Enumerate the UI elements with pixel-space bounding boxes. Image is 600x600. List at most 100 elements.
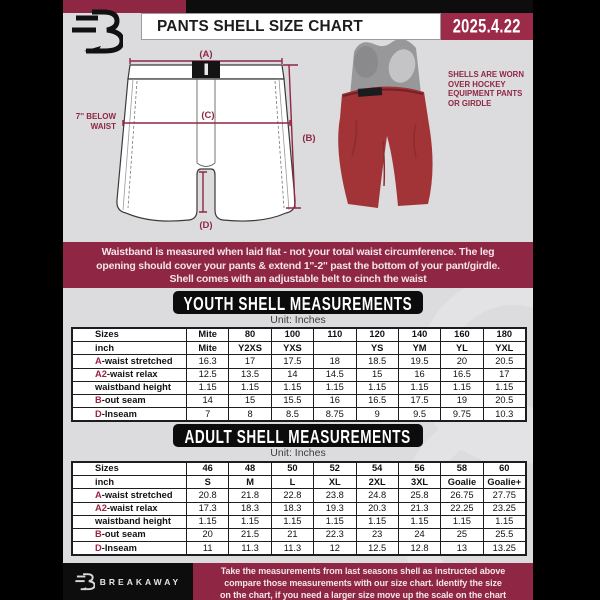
row-label: D-Inseam: [72, 407, 187, 422]
measurement-cell: 160: [440, 327, 484, 343]
measurement-cell: 15.5: [270, 393, 315, 409]
measurement-cell: 1.15: [313, 514, 357, 529]
measurement-cell: 20.5: [482, 393, 527, 409]
measurement-cell: 21.5: [228, 527, 272, 543]
measurement-cell: 13: [440, 541, 484, 556]
measurement-cell: Y2XS: [228, 341, 272, 356]
youth-measurements-table: Sizes Mite 80 100 110 120 140 160 180 inch Mite Y2X…: [72, 327, 527, 422]
measurement-cell: 12.5: [355, 541, 399, 556]
measurement-cell: 17: [482, 367, 527, 382]
measurement-cell: 1.15: [397, 514, 442, 529]
measurement-cell: 8.75: [313, 407, 357, 422]
photo-caption: SHELLS ARE WORN OVER HOCKEY EQUIPMENT PA…: [448, 70, 524, 108]
measurement-cell: 110: [313, 327, 357, 343]
row-label: inch: [72, 475, 187, 490]
measurement-cell: 1.15: [228, 380, 272, 395]
measurement-cell: 16.5: [440, 367, 484, 382]
adult-section-heading: ADULT SHELL MEASUREMENTS: [173, 424, 423, 447]
row-label: D-Inseam: [72, 541, 187, 556]
measurement-cell: 1.15: [440, 380, 484, 395]
measurement-cell: 7: [185, 407, 230, 422]
page-title-box: PANTS SHELL SIZE CHART: [141, 13, 441, 40]
measurement-cell: 19.3: [313, 501, 357, 516]
measurement-notice-banner: Waistband is measured when laid flat - n…: [63, 242, 533, 288]
footer-instructions: Take the measurements from last seasons …: [193, 563, 533, 600]
measurement-cell: 23.25: [482, 501, 527, 516]
measurement-cell: 1.15: [355, 380, 399, 395]
measurement-cell: 25: [440, 527, 484, 543]
measurement-cell: 100: [270, 327, 315, 343]
measurement-cell: 2XL: [355, 475, 399, 490]
measurement-cell: 22.3: [313, 527, 357, 543]
measurement-cell: 48: [228, 461, 272, 477]
row-label: A2-waist relax: [72, 501, 187, 516]
measurement-cell: 17.5: [397, 393, 442, 409]
measurement-cell: 8.5: [270, 407, 315, 422]
measurement-cell: S: [185, 475, 230, 490]
measurement-cell: Mite: [185, 341, 230, 356]
row-label: A-waist stretched: [72, 354, 187, 369]
measurement-cell: YS: [355, 341, 399, 356]
measurement-cell: 20.8: [185, 488, 230, 503]
measurement-cell: 25.5: [482, 527, 527, 543]
table-row: A2-waist relax 12.5 13.5 14 14.5 15 16 16.5 17: [72, 367, 527, 382]
measurement-cell: 54: [355, 461, 399, 477]
measurement-cell: 17.5: [270, 354, 315, 369]
date-text: 2025.4.22: [452, 15, 522, 38]
measurement-cell: 23.8: [313, 488, 357, 503]
measurement-cell: 1.15: [482, 514, 527, 529]
measurement-cell: L: [270, 475, 315, 490]
measurement-cell: 1.15: [185, 380, 230, 395]
measurement-cell: 18.3: [228, 501, 272, 516]
measurement-cell: YL: [440, 341, 484, 356]
measurement-cell: 24.8: [355, 488, 399, 503]
measurement-cell: 13.5: [228, 367, 272, 382]
row-label: waistband height: [72, 514, 187, 529]
measurement-cell: YXS: [270, 341, 315, 356]
adult-unit-label: Unit: Inches: [270, 447, 326, 459]
table-row: A-waist stretched 20.8 21.8 22.8 23.8 24.8 25.…: [72, 488, 527, 503]
measurement-cell: 16: [397, 367, 442, 382]
measurement-cell: 26.75: [440, 488, 484, 503]
youth-table-wrap: Sizes Mite 80 100 110 120 140 160 180 inch Mite Y2X…: [71, 327, 527, 423]
measurement-cell: 18: [313, 354, 357, 369]
below-waist-note: 7'' BELOW WAIST: [75, 112, 116, 131]
measure-label-b: (B): [302, 133, 315, 144]
measurement-cell: 22.8: [270, 488, 315, 503]
measurement-cell: 11.3: [228, 541, 272, 556]
measurement-cell: 16.5: [355, 393, 399, 409]
measurement-cell: 12.8: [397, 541, 442, 556]
measurement-cell: 1.15: [270, 380, 315, 395]
date-badge: 2025.4.22: [441, 13, 533, 40]
table-row: D-Inseam 7 8 8.5 8.75 9 9.5 9.75 10.3: [72, 407, 527, 422]
row-label: A-waist stretched: [72, 488, 187, 503]
footer-breakaway-logo-icon: [75, 573, 95, 591]
measurement-cell: 21: [270, 527, 315, 543]
measurement-cell: XL: [313, 475, 357, 490]
measurement-cell: 18.3: [270, 501, 315, 516]
table-row: D-Inseam 11 11.3 11.3 12 12.5 12.8 13 13.25: [72, 541, 527, 556]
footer-brand-box: BREAKAWAY: [63, 563, 193, 600]
table-row: Sizes 46 48 50 52 54 56 58 60: [72, 461, 527, 477]
measurement-cell: 1.15: [185, 514, 230, 529]
measurement-cell: 50: [270, 461, 315, 477]
table-row: A-waist stretched 16.3 17 17.5 18 18.5 19.5 20 2…: [72, 354, 527, 369]
measurement-cell: 15: [355, 367, 399, 382]
measurement-cell: 1.15: [355, 514, 399, 529]
measurement-cell: 11: [185, 541, 230, 556]
table-row: Sizes Mite 80 100 110 120 140 160 180: [72, 327, 527, 343]
measure-label-c: (C): [201, 110, 214, 121]
measurement-cell: 58: [440, 461, 484, 477]
measurement-cell: 8: [228, 407, 272, 422]
table-row: inch S M L XL 2XL 3XL Goalie Goalie+: [72, 475, 527, 490]
table-row: B-out seam 14 15 15.5 16 16.5 17.5 19 20.5: [72, 393, 527, 409]
shell-photo: [338, 39, 433, 208]
youth-unit-label: Unit: Inches: [270, 314, 326, 326]
measurement-cell: 15: [228, 393, 272, 409]
measurement-cell: 1.15: [270, 514, 315, 529]
measurement-cell: 16.3: [185, 354, 230, 369]
page-title: PANTS SHELL SIZE CHART: [157, 17, 363, 35]
measurement-cell: 120: [355, 327, 399, 343]
measurement-cell: YM: [397, 341, 442, 356]
row-label: B-out seam: [72, 393, 187, 409]
